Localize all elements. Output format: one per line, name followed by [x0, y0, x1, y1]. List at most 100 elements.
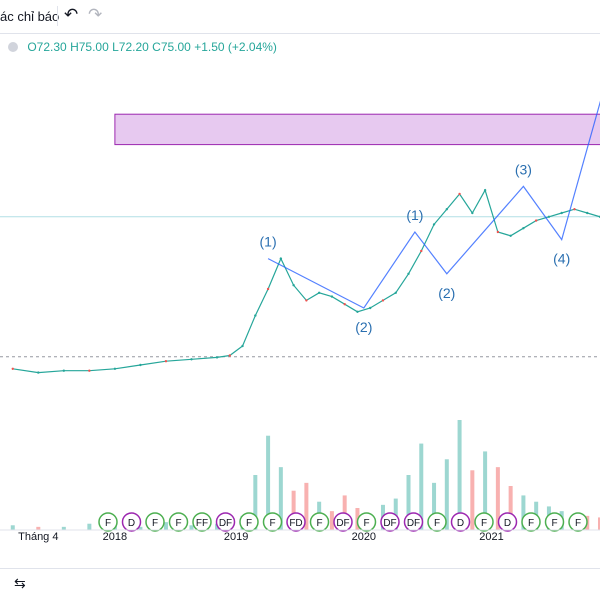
target-zone	[114, 113, 600, 146]
event-marker	[309, 512, 330, 532]
price-line	[12, 188, 600, 374]
event-marker	[403, 512, 424, 532]
price-chart[interactable]: (1)(2)(1)(2)(3)(4)F D F F FF DF F F FD F DF F DF DF F D…	[0, 60, 600, 545]
event-marker-label: F	[434, 518, 440, 529]
price-point	[113, 367, 117, 370]
price-point	[458, 192, 461, 196]
price-point	[330, 295, 334, 298]
volume-bar	[457, 420, 462, 530]
x-tick-label: Tháng 4	[18, 531, 58, 543]
volume-bar	[253, 475, 258, 530]
event-marker-label: F	[152, 518, 158, 529]
event-marker	[215, 512, 236, 532]
high-value: H75.00	[70, 40, 109, 54]
event-marker-label: D	[128, 518, 135, 529]
close-value: C75.00	[152, 40, 191, 54]
price-point	[241, 344, 244, 348]
x-tick-label: 2020	[352, 531, 376, 543]
bottom-toolbar: ⇆	[0, 568, 600, 601]
wave-label: (2)	[355, 319, 372, 335]
event-marker-label: DF	[336, 518, 349, 529]
event-marker	[521, 512, 541, 532]
event-marker-label: F	[551, 518, 557, 529]
price-point	[266, 287, 270, 291]
event-marker	[262, 512, 283, 532]
event-marker	[98, 512, 118, 532]
event-marker-label: FF	[196, 518, 208, 529]
event-marker-label: F	[316, 518, 322, 529]
x-tick-label: 2021	[479, 531, 503, 543]
redo-icon[interactable]: ↷	[88, 5, 103, 24]
event-marker-label: F	[269, 518, 275, 529]
event-marker-label: D	[504, 518, 511, 529]
price-point	[11, 367, 14, 370]
event-marker	[168, 512, 189, 532]
price-point	[37, 371, 40, 374]
volume-bar	[215, 523, 220, 530]
price-point	[88, 369, 91, 372]
elliott-wave-path	[267, 100, 600, 309]
event-marker	[427, 512, 447, 532]
volume-bar	[304, 482, 309, 530]
price-point	[471, 211, 474, 215]
price-point	[317, 291, 321, 294]
indicators-label[interactable]: ác chỉ báo	[0, 9, 60, 24]
toolbar-divider	[57, 6, 58, 26]
price-point	[573, 208, 576, 211]
volume-bar	[521, 495, 526, 530]
wave-label: (1)	[406, 207, 423, 223]
volume-bar	[138, 526, 143, 530]
price-point	[279, 257, 283, 260]
event-marker	[333, 512, 353, 532]
event-marker	[380, 512, 400, 532]
volume-bar	[406, 475, 411, 530]
volume-bar	[432, 482, 437, 530]
wave-label: (4)	[553, 251, 570, 267]
volume-bar	[483, 451, 488, 530]
volume-bar	[189, 525, 194, 530]
event-marker-label: DF	[219, 518, 232, 529]
price-point	[432, 223, 436, 226]
price-point	[445, 208, 449, 211]
event-marker	[121, 512, 142, 532]
price-point	[164, 360, 168, 363]
low-value: L72.20	[112, 40, 149, 54]
event-marker-label: DF	[407, 518, 420, 529]
event-marker	[356, 512, 377, 532]
price-point	[139, 363, 142, 367]
volume-bar	[36, 526, 41, 530]
event-marker	[450, 512, 471, 532]
event-marker-label: DF	[383, 518, 396, 529]
event-marker	[239, 512, 259, 532]
event-marker-label: F	[528, 518, 534, 529]
ohlc-legend: O72.30 H75.00 L72.20 C75.00 +1.50 (+2.04…	[8, 40, 277, 54]
change-value: +1.50 (+2.04%)	[194, 40, 277, 54]
x-tick-label: 2018	[103, 531, 127, 543]
volume-bar	[278, 467, 283, 530]
volume-bar	[508, 486, 513, 530]
price-point	[343, 303, 346, 306]
event-marker-label: F	[175, 518, 181, 529]
volume-bar	[470, 470, 475, 530]
event-marker	[474, 512, 494, 532]
series-visibility-icon[interactable]	[8, 42, 18, 52]
event-marker-label: F	[246, 518, 252, 529]
open-value: O72.30	[27, 40, 67, 54]
price-point	[420, 249, 423, 253]
event-marker	[286, 512, 306, 532]
event-marker-label: D	[457, 518, 464, 529]
price-point	[509, 234, 512, 237]
price-point	[586, 211, 589, 215]
price-point	[483, 189, 487, 192]
compare-icon[interactable]: ⇆	[14, 575, 26, 591]
wave-label: (2)	[438, 285, 455, 301]
event-marker	[192, 512, 212, 532]
volume-bar	[87, 523, 92, 530]
price-point	[407, 272, 410, 275]
price-point	[547, 215, 551, 218]
price-point	[534, 219, 538, 222]
price-point	[356, 310, 359, 313]
event-marker-label: F	[105, 518, 111, 529]
event-marker	[497, 512, 518, 532]
undo-icon[interactable]: ↶	[64, 5, 79, 24]
